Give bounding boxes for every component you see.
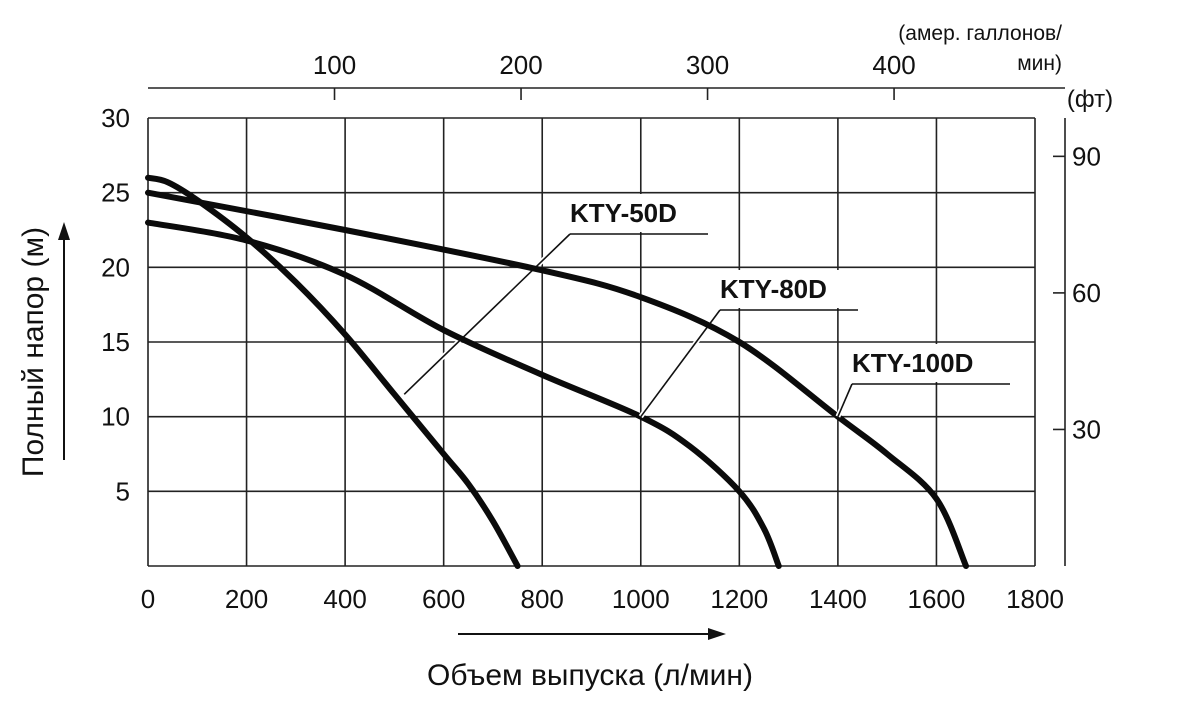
x-tick-label: 1600 — [908, 584, 966, 614]
series-line-kty-100d — [145, 189, 970, 569]
series-label-bg — [850, 344, 1012, 382]
leader-line-kty-100d — [837, 383, 853, 417]
y-tick-label: 30 — [101, 103, 130, 133]
series-label-kty-50d: KTY-50D — [570, 198, 677, 228]
series-line-kty-80d — [145, 219, 782, 569]
y-tick-label: 20 — [101, 252, 130, 282]
secondary-x-tick-label: 400 — [872, 50, 915, 80]
series-label-kty-80d: KTY-80D — [720, 274, 827, 304]
secondary-y-tick-label: 60 — [1072, 278, 1101, 308]
series-label-kty-100d: KTY-100D — [852, 348, 973, 378]
x-tick-label: 1400 — [809, 584, 867, 614]
series-label-bg — [718, 270, 860, 308]
x-tick-label: 400 — [323, 584, 366, 614]
secondary-x-tick-label: 200 — [499, 50, 542, 80]
y-tick-label: 5 — [116, 476, 130, 506]
x-tick-label: 1000 — [612, 584, 670, 614]
y-axis-label: Полный напор (м) — [17, 227, 50, 477]
axes: 0 200 400 600 800 1000 1200 1400 1600 1800 5 10 15 20… — [101, 50, 1101, 614]
secondary-x-label-line2: мин) — [1017, 52, 1062, 75]
secondary-x-tick-label: 300 — [686, 50, 729, 80]
secondary-x-label-line1: (амер. галлонов/ — [898, 22, 1062, 45]
x-tick-label: 200 — [225, 584, 268, 614]
series-layer: KTY-50D KTY-80D KTY-100D — [145, 174, 1012, 569]
y-axis-arrow — [58, 222, 70, 460]
grid — [147, 117, 1036, 567]
secondary-y-label: (фт) — [1067, 86, 1113, 113]
series-line-kty-50d — [145, 174, 521, 569]
y-tick-label: 25 — [101, 178, 130, 208]
x-axis-arrow — [458, 628, 726, 640]
secondary-y-tick-label: 30 — [1072, 414, 1101, 444]
x-tick-label: 1800 — [1006, 584, 1064, 614]
x-axis-label: Объем выпуска (л/мин) — [427, 659, 753, 692]
x-tick-label: 600 — [422, 584, 465, 614]
x-tick-label: 1200 — [710, 584, 768, 614]
series-label-bg — [568, 194, 710, 232]
secondary-x-tick-label: 100 — [313, 50, 356, 80]
x-tick-label: 800 — [521, 584, 564, 614]
x-tick-label: 0 — [141, 584, 155, 614]
y-tick-label: 15 — [101, 327, 130, 357]
y-tick-label: 10 — [101, 402, 130, 432]
secondary-y-tick-label: 90 — [1072, 141, 1101, 171]
leader-line-kty-50d — [403, 233, 571, 395]
